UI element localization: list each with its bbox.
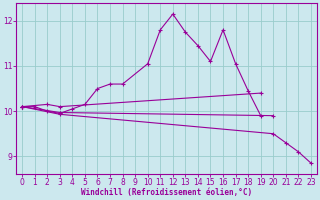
X-axis label: Windchill (Refroidissement éolien,°C): Windchill (Refroidissement éolien,°C) (81, 188, 252, 197)
